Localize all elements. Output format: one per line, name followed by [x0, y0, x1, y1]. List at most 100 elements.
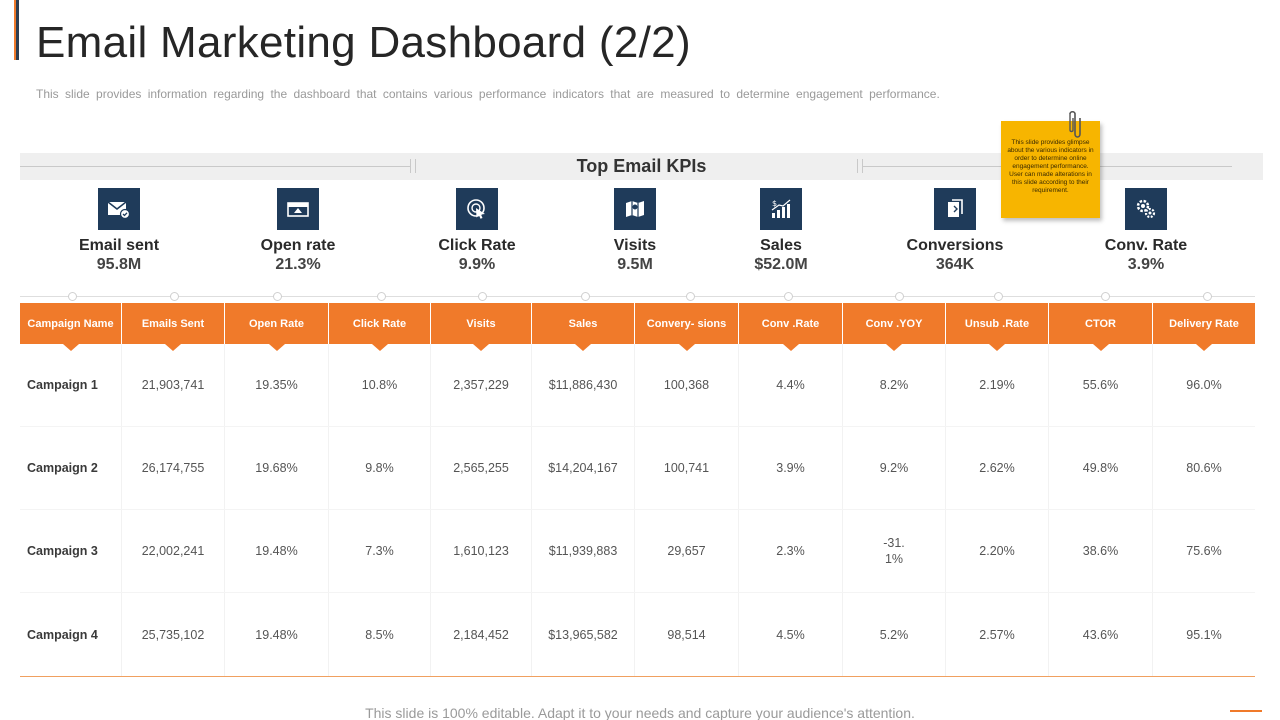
table-cell: 19.35% [225, 344, 329, 426]
timeline-dot [994, 292, 1003, 301]
column-header: Unsub .Rate [946, 303, 1049, 351]
table-cell: 7.3% [329, 510, 431, 592]
table-cell: 38.6% [1049, 510, 1153, 592]
table-cell: $14,204,167 [532, 427, 635, 509]
kpi-label: Email sent [78, 237, 160, 254]
bottom-divider [20, 676, 1255, 677]
timeline-dot [686, 292, 695, 301]
table-body: Campaign 1 21,903,741 19.35% 10.8% 2,357,229… [20, 344, 1255, 676]
sales-chart-icon: $ [760, 188, 802, 230]
table-cell: 5.2% [843, 593, 946, 676]
column-header: Conv .Rate [739, 303, 843, 351]
kpi-section-title: Top Email KPIs [576, 156, 707, 176]
kpi-value: $52.0M [754, 256, 808, 273]
table-row: Campaign 3 22,002,241 19.48% 7.3% 1,610,123 $… [20, 510, 1255, 593]
title-accent-dark [16, 0, 19, 60]
email-sent-icon [98, 188, 140, 230]
page-title: Email Marketing Dashboard (2/2) [36, 18, 691, 67]
table-cell: 2.20% [946, 510, 1049, 592]
timeline-dot [1203, 292, 1212, 301]
column-header: Click Rate [329, 303, 431, 351]
table-cell: 8.2% [843, 344, 946, 426]
title-accent-orange [14, 0, 16, 60]
timeline-dot [68, 292, 77, 301]
kpi-label: Open rate [260, 237, 336, 254]
table-header-row: Campaign Name Emails Sent Open Rate Click R… [20, 303, 1255, 351]
paperclip-icon [1069, 110, 1081, 138]
kpi-value: 21.3% [275, 256, 321, 273]
table-cell: $11,939,883 [532, 510, 635, 592]
timeline-dot [784, 292, 793, 301]
kpi-conv-rate: Conv. Rate 3.9% [1076, 188, 1216, 274]
kpi-label: Visits [613, 237, 657, 254]
column-header: Convery- sions [635, 303, 739, 351]
column-header: Conv .YOY [843, 303, 946, 351]
visits-map-icon [614, 188, 656, 230]
table-cell: 80.6% [1186, 461, 1222, 475]
kpi-label: Conversions [906, 237, 1004, 254]
table-cell: 100,741 [635, 427, 739, 509]
page-subtitle: This slide provides information regardin… [36, 87, 940, 101]
table-cell: 2.19% [946, 344, 1049, 426]
sticky-note-text: This slide provides glimpse about the va… [1007, 139, 1094, 194]
table-cell: $13,965,582 [532, 593, 635, 676]
timeline-dot [377, 292, 386, 301]
column-header: Emails Sent [122, 303, 225, 351]
table-cell: 2,184,452 [431, 593, 532, 676]
table-cell: 26,174,755 [122, 427, 225, 509]
kpi-label: Conv. Rate [1104, 237, 1188, 254]
column-header: Sales [532, 303, 635, 351]
kpi-value: 9.9% [458, 256, 496, 273]
table-cell: 25,735,102 [122, 593, 225, 676]
kpi-open-rate: Open rate 21.3% [228, 188, 368, 274]
table-cell: 75.6% [1186, 544, 1222, 558]
table-cell: 29,657 [635, 510, 739, 592]
table-cell: 2.57% [946, 593, 1049, 676]
timeline-dot [478, 292, 487, 301]
column-header: Open Rate [225, 303, 329, 351]
table-cell: 9.2% [843, 427, 946, 509]
campaign-name-cell: Campaign 3 [20, 510, 122, 592]
table-cell: 55.6% [1049, 344, 1153, 426]
table-cell: 2,565,255 [431, 427, 532, 509]
footer-text: This slide is 100% editable. Adapt it to… [365, 705, 915, 720]
conversions-icon [934, 188, 976, 230]
table-cell: 4.4% [739, 344, 843, 426]
kpi-conversions: Conversions 364K [885, 188, 1025, 274]
table-cell: 21,903,741 [122, 344, 225, 426]
campaign-name-cell: Campaign 4 [20, 593, 122, 676]
click-rate-icon [456, 188, 498, 230]
sticky-note: This slide provides glimpse about the va… [1001, 121, 1100, 218]
table-cell: 1,610,123 [431, 510, 532, 592]
column-header: CTOR [1049, 303, 1153, 351]
timeline-dot [273, 292, 282, 301]
column-header: Visits [431, 303, 532, 351]
kpi-click-rate: Click Rate 9.9% [407, 188, 547, 274]
table-cell: 98,514 [635, 593, 739, 676]
campaign-table: Campaign Name Emails Sent Open Rate Click R… [20, 303, 1255, 676]
table-cell: 19.68% [225, 427, 329, 509]
timeline-line [20, 296, 1255, 297]
timeline-dot [170, 292, 179, 301]
table-cell: 22,002,241 [122, 510, 225, 592]
column-header: Delivery Rate [1153, 303, 1255, 351]
table-cell: 4.5% [739, 593, 843, 676]
table-cell: 3.9% [739, 427, 843, 509]
kpi-value: 9.5M [617, 256, 653, 273]
kpi-label: Click Rate [438, 237, 516, 254]
table-cell: 2.3% [739, 510, 843, 592]
timeline-dot [581, 292, 590, 301]
table-cell: 2,357,229 [431, 344, 532, 426]
kpi-label: Sales [760, 237, 802, 254]
table-cell: 49.8% [1049, 427, 1153, 509]
table-cell: 100,368 [635, 344, 739, 426]
svg-text:$: $ [772, 199, 777, 208]
campaign-name-cell: Campaign 2 [20, 427, 122, 509]
table-cell: 8.5% [329, 593, 431, 676]
table-row: Campaign 1 21,903,741 19.35% 10.8% 2,357,229… [20, 344, 1255, 427]
table-cell: 96.0% [1186, 378, 1222, 392]
kpi-email-sent: Email sent 95.8M [49, 188, 189, 274]
table-cell: 43.6% [1049, 593, 1153, 676]
kpi-sales: $ Sales $52.0M [711, 188, 851, 274]
timeline-dot [1101, 292, 1110, 301]
